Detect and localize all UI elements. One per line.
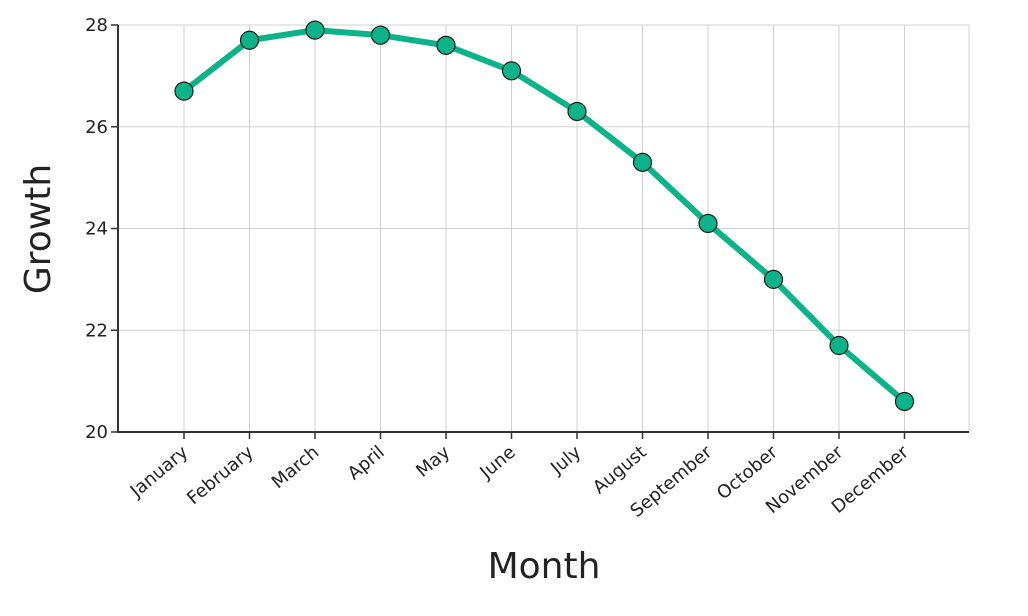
y-tick-label: 28 bbox=[85, 15, 108, 36]
y-tick-label: 24 bbox=[85, 219, 108, 240]
x-tick-label: August bbox=[589, 442, 651, 499]
x-axis-title: Month bbox=[488, 546, 601, 587]
grid bbox=[118, 24, 970, 433]
x-tick-label: February bbox=[183, 442, 258, 510]
data-point bbox=[174, 81, 194, 101]
y-tick-label: 26 bbox=[85, 117, 108, 138]
data-point bbox=[829, 335, 849, 356]
x-tick-label: April bbox=[344, 442, 389, 485]
data-point bbox=[436, 35, 456, 55]
data-point bbox=[239, 30, 260, 50]
data-point bbox=[763, 269, 784, 289]
series-line bbox=[181, 27, 908, 405]
series-group bbox=[174, 20, 915, 412]
data-point bbox=[305, 20, 325, 40]
y-tick-label: 20 bbox=[85, 422, 108, 443]
x-tick-label: June bbox=[475, 442, 519, 484]
x-tick-label: March bbox=[268, 442, 324, 493]
data-point bbox=[370, 25, 391, 45]
data-point bbox=[698, 213, 718, 234]
y-tick-label: 22 bbox=[85, 320, 108, 341]
x-tick-label: July bbox=[546, 442, 585, 480]
y-axis-ticks: 20 22 24 26 28 bbox=[85, 15, 118, 443]
y-axis-title: Growth bbox=[18, 164, 59, 294]
data-point bbox=[632, 152, 653, 172]
x-tick-label: May bbox=[412, 442, 454, 482]
data-point bbox=[501, 61, 522, 81]
data-point bbox=[567, 101, 587, 122]
data-point bbox=[894, 391, 915, 412]
